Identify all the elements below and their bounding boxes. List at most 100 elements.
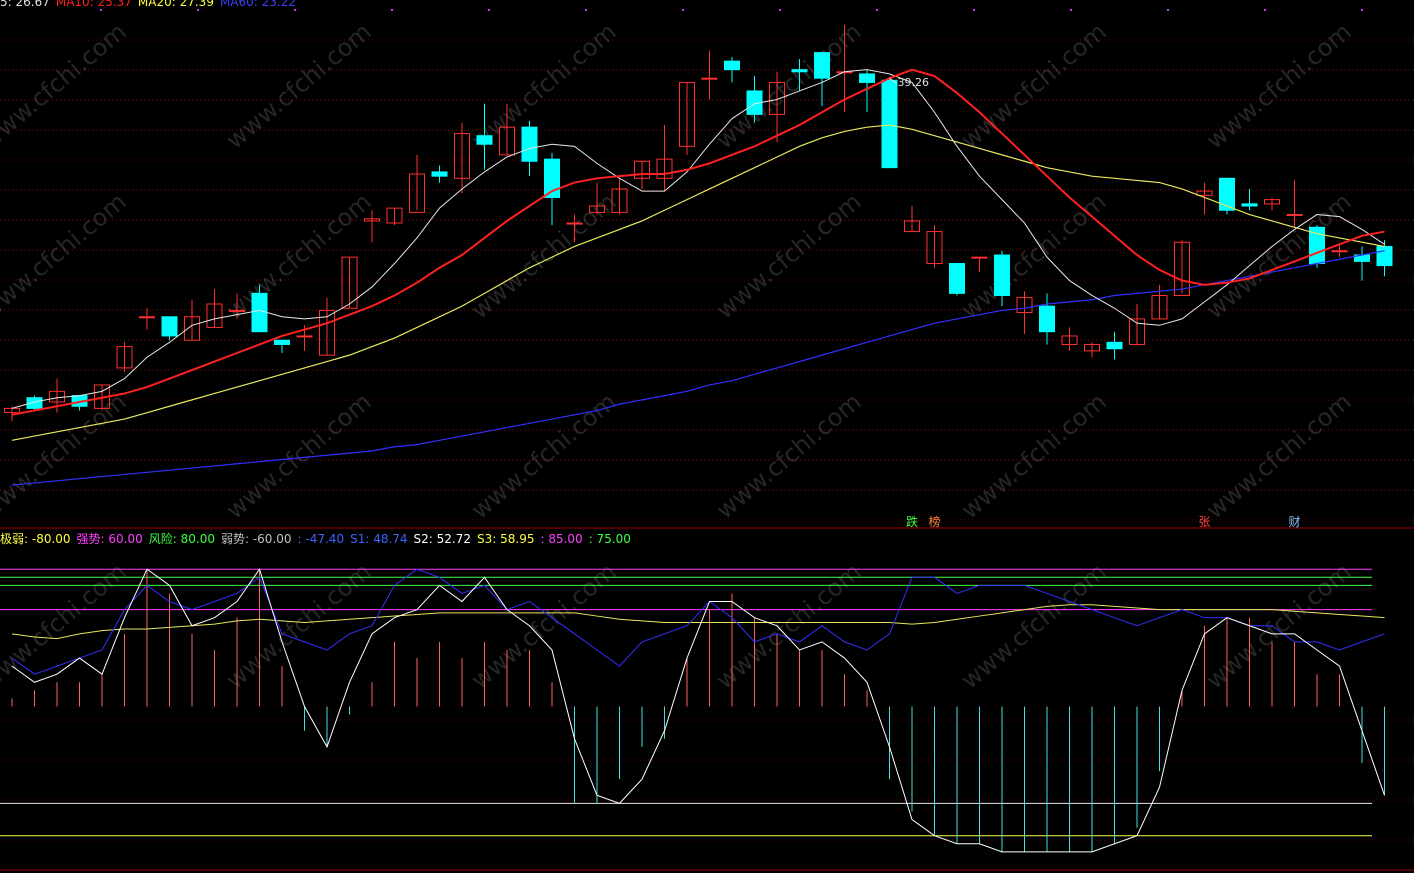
indicator-legend-item: : 85.00 [540,532,583,546]
watermark-text: www.cfchi.com [711,387,867,524]
candle-body [724,60,740,71]
candle-body [409,173,425,213]
signal-marker: 榜 [928,515,941,529]
candle-body [1129,318,1145,345]
candle-body [1174,241,1190,296]
top-dot [391,9,393,11]
indicator-legend-item: S3: 58.95 [477,532,535,546]
candle-body [1151,294,1168,320]
candle-body [1264,199,1280,205]
watermark-text: www.cfchi.com [0,17,132,154]
candle-body [499,126,515,156]
main-legend-item: MA60: 23.22 [219,0,296,9]
watermark-text: www.cfchi.com [0,557,132,694]
watermark-text: www.cfchi.com [1201,17,1357,154]
signal-marker: 张 [1198,515,1211,529]
peak-pointer [889,77,897,84]
candle-body [431,171,448,177]
candle-body [139,316,155,319]
candle-body [994,254,1010,296]
candle-body [184,316,200,341]
candle-body [364,218,380,222]
candle-body [251,292,268,333]
candle-body [791,69,808,73]
watermark-text: www.cfchi.com [1201,387,1357,524]
candle-body [26,397,43,409]
candle-body [634,160,650,179]
watermark-text: www.cfchi.com [221,17,377,154]
candle-body [386,207,403,224]
candle-body [611,188,628,213]
candle-body [1106,341,1123,350]
candle-body [566,222,583,225]
s2-line [11,568,1385,853]
watermark-text: www.cfchi.com [956,17,1112,154]
candle-body [589,205,605,213]
candle-body [656,158,673,179]
peak-price-label: 39.26 [897,76,930,90]
candle-body [1241,203,1258,207]
main-legend-item: 5: 26.67 [0,0,50,9]
top-dot [294,9,296,11]
watermark-text: www.cfchi.com [466,387,622,524]
grid-lines [0,39,1414,871]
candle-body [1084,343,1100,352]
indicator-legend-item: 弱势: -60.00 [220,532,292,546]
top-dot [100,9,102,11]
candle-body [701,77,718,80]
indicator-legend-item: 风险: 80.00 [148,532,215,546]
indicator-legend-item: S2: 52.72 [413,532,472,546]
watermark-text: www.cfchi.com [956,187,1112,324]
candle-body [1196,190,1213,196]
watermark-text: www.cfchi.com [956,557,1112,694]
indicator-legend-item: : 75.00 [588,532,631,546]
watermark-text: www.cfchi.com [711,17,867,154]
candle-body [161,316,178,337]
watermark-text: www.cfchi.com [221,187,377,324]
s1-line [11,568,1385,675]
candle-body [296,335,313,338]
candle-body [229,309,245,312]
main-legend-item: MA10: 25.37 [55,0,132,9]
indicator-panel [0,568,1385,853]
top-dot [1167,9,1169,11]
main-legend: 5: 26.67 MA10: 25.37 MA20: 27.39 MA60: 23.2… [0,0,302,9]
candle-body [769,81,785,115]
candle-body [881,79,898,169]
candle-body [274,339,290,345]
candle-body [521,126,538,162]
candle-body [1219,177,1235,211]
candle-body [814,52,830,79]
signal-marker: 跌 [906,515,919,529]
ma5-line [11,69,1385,409]
top-dot [585,9,587,11]
indicator-legend-item: 强势: 60.00 [76,532,143,546]
candle-body [1376,245,1393,267]
watermark-text: www.cfchi.com [466,187,622,324]
main-legend-item: MA20: 27.39 [137,0,214,9]
candle-body [1016,297,1033,314]
s3-line [11,604,1385,640]
candle-body [319,309,335,356]
top-dot [779,9,781,11]
candle-body [904,220,920,233]
candle-body [206,303,223,328]
watermark-layer: www.cfchi.com www.cfchi.com www.cfchi.com w… [0,17,1357,694]
watermark-text: www.cfchi.com [221,387,377,524]
top-dot [1264,9,1266,11]
watermark-text: www.cfchi.com [711,557,867,694]
candlestick-panel [4,9,1393,486]
indicator-legend-item: S1: 48.74 [350,532,408,546]
watermark-text: www.cfchi.com [711,187,867,324]
candle-body [476,135,493,145]
watermark-text: www.cfchi.com [0,187,132,324]
top-dot [197,9,199,11]
indicator-legend-item: 极弱: -80.00 [0,532,71,546]
top-dot [682,9,684,11]
watermark-text: www.cfchi.com [466,17,622,154]
candle-body [1061,335,1078,345]
top-dot [973,9,975,11]
candle-body [971,256,988,259]
watermark-text: www.cfchi.com [466,557,622,694]
